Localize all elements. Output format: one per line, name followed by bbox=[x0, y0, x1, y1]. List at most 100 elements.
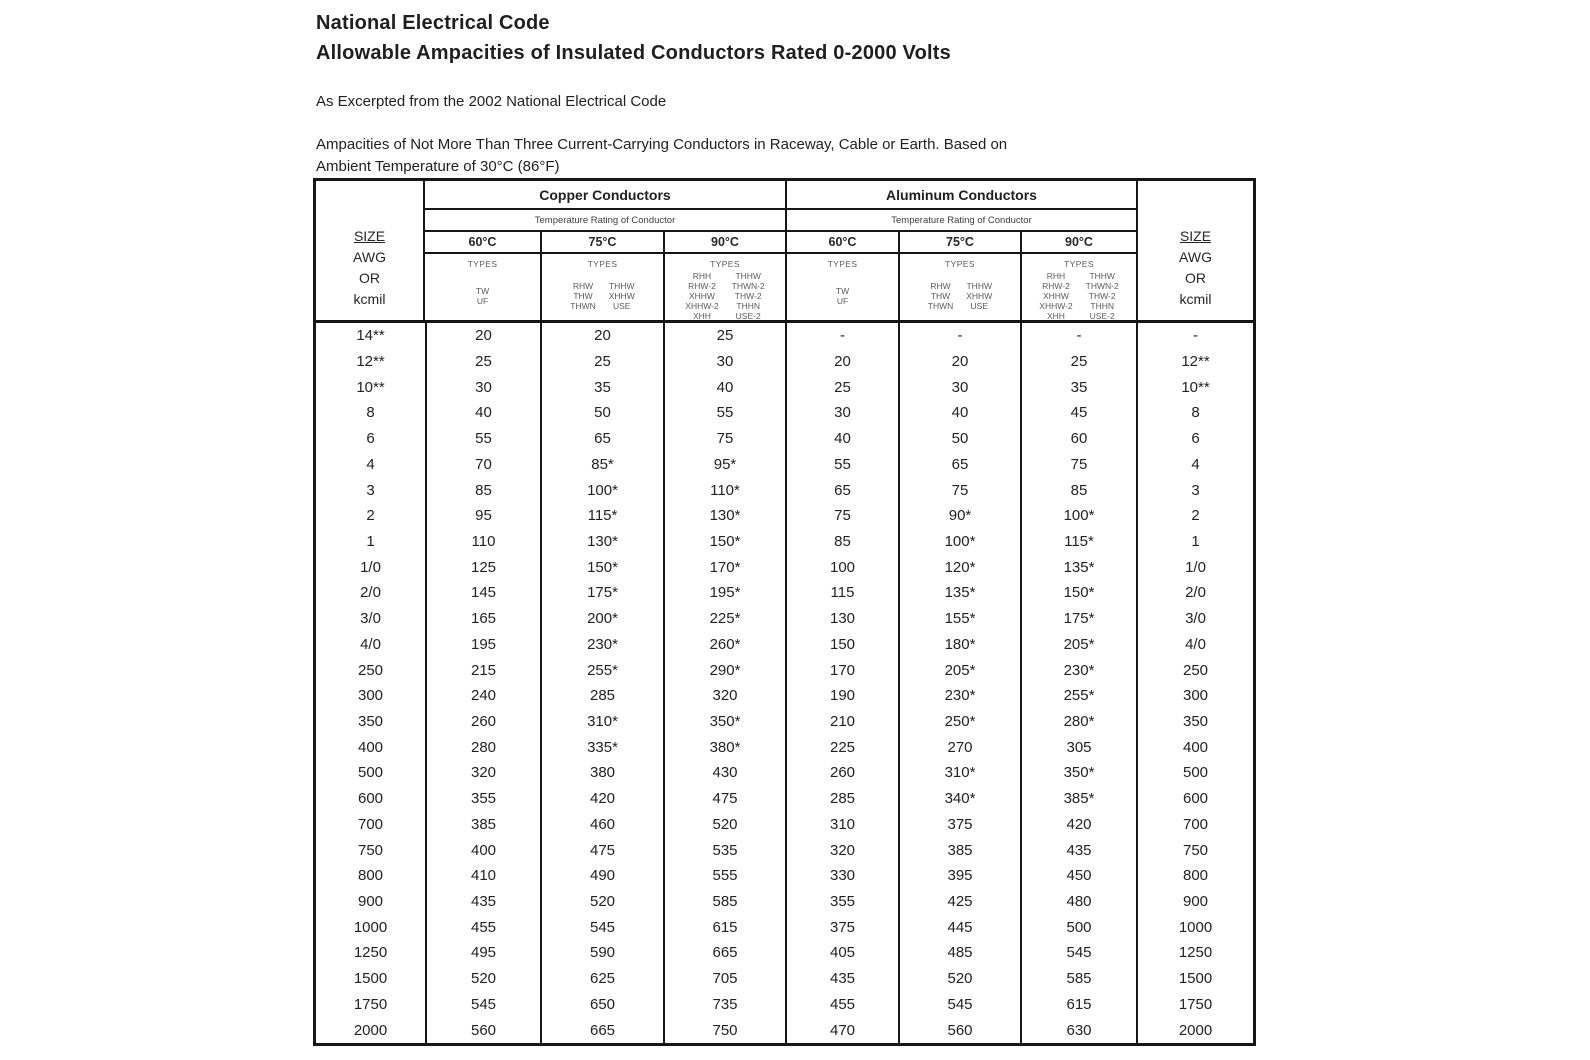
ampacity-cell: 135* bbox=[898, 580, 1020, 606]
conductor-type: THW-2 bbox=[1088, 291, 1116, 301]
ampacity-cell: 90* bbox=[898, 502, 1020, 529]
ampacity-cell: 630 bbox=[1020, 1017, 1136, 1043]
ampacity-cell: 355 bbox=[785, 888, 898, 915]
ampacity-cell: 150* bbox=[540, 554, 663, 581]
ampacity-cell: - bbox=[1020, 323, 1136, 349]
ampacity-cell: 400 bbox=[425, 837, 540, 863]
ampacity-cell: 75 bbox=[785, 502, 898, 529]
ampacity-cell: 665 bbox=[663, 940, 785, 966]
size-header-left: SIZE AWG OR kcmil bbox=[316, 181, 425, 323]
ampacity-cell: 385 bbox=[425, 811, 540, 838]
copper-75c-header: 75°C bbox=[540, 232, 663, 254]
conductor-type: XHH bbox=[692, 311, 711, 321]
ampacity-cell: 380* bbox=[663, 734, 785, 761]
size-cell: 600 bbox=[357, 790, 384, 808]
ampacity-cell: 520 bbox=[540, 888, 663, 915]
size-cell: 1 bbox=[366, 533, 375, 551]
size-cell: 700 bbox=[357, 815, 384, 833]
ampacity-cell: 55 bbox=[785, 451, 898, 478]
ampacity-cell: 155* bbox=[898, 605, 1020, 632]
ampacity-cell: 175* bbox=[1020, 605, 1136, 632]
ampacity-cell: 285 bbox=[540, 682, 663, 709]
ampacity-cell: 215 bbox=[425, 657, 540, 683]
conductor-type: XHHW-2 bbox=[1039, 301, 1073, 311]
ampacity-cell: 590 bbox=[540, 940, 663, 966]
ampacity-cell: 495 bbox=[425, 940, 540, 966]
ampacity-cell: 475 bbox=[663, 785, 785, 812]
types-label: TYPES bbox=[467, 259, 498, 269]
ampacity-cell: 255* bbox=[540, 657, 663, 683]
ampacity-cell: 320 bbox=[663, 682, 785, 709]
conductor-type: THWN bbox=[927, 300, 954, 311]
aluminum-75c-types: TYPES RHW THW THWN THHW XHHW USE bbox=[898, 254, 1020, 323]
ampacity-cell: 750 bbox=[663, 1017, 785, 1043]
ampacity-cell: 115* bbox=[540, 502, 663, 529]
ampacity-cell: 40 bbox=[663, 374, 785, 401]
aluminum-temp-rating-label: Temperature Rating of Conductor bbox=[785, 210, 1136, 232]
ampacity-cell: 20 bbox=[540, 323, 663, 349]
ampacity-cell: 545 bbox=[898, 991, 1020, 1018]
ampacity-cell: 65 bbox=[898, 451, 1020, 478]
ampacity-cell: 225* bbox=[663, 605, 785, 632]
ampacity-cell: 205* bbox=[1020, 631, 1136, 658]
ampacity-cell: 50 bbox=[540, 400, 663, 426]
ampacity-cell: 150 bbox=[785, 631, 898, 658]
conductor-types-list: RHW THW THWN bbox=[570, 281, 596, 311]
size-cell: 400 bbox=[1136, 734, 1253, 761]
ampacity-cell: 650 bbox=[540, 991, 663, 1018]
ampacity-cell: 120* bbox=[898, 554, 1020, 581]
ampacity-cell: 455 bbox=[425, 914, 540, 941]
ampacity-cell: 205* bbox=[898, 657, 1020, 683]
copper-60c-header: 60°C bbox=[425, 232, 540, 254]
size-cell: 750 bbox=[1136, 837, 1253, 863]
aluminum-60c-header: 60°C bbox=[785, 232, 898, 254]
ampacity-cell: 520 bbox=[425, 965, 540, 992]
ampacity-cell: 165 bbox=[425, 605, 540, 632]
conductor-type: THWN-2 bbox=[731, 281, 765, 291]
ampacity-cell: 280 bbox=[425, 734, 540, 761]
size-cell: 400 bbox=[357, 738, 384, 756]
ampacity-cell: 135* bbox=[1020, 554, 1136, 581]
ampacity-cell: 375 bbox=[785, 914, 898, 941]
size-cell: 4/0 bbox=[1136, 631, 1253, 658]
ampacity-cell: 20 bbox=[425, 323, 540, 349]
description-line-1: Ampacities of Not More Than Three Curren… bbox=[316, 136, 1008, 153]
ampacity-cell: 560 bbox=[898, 1017, 1020, 1043]
ampacity-cell: 480 bbox=[1020, 888, 1136, 915]
ampacity-cell: 420 bbox=[540, 785, 663, 812]
size-header-label: SIZE bbox=[353, 228, 386, 244]
ampacity-cell: 195 bbox=[425, 631, 540, 658]
ampacity-cell: 350* bbox=[1020, 760, 1136, 786]
ampacity-cell: 230* bbox=[898, 682, 1020, 709]
ampacity-cell: 435 bbox=[785, 965, 898, 992]
document-title: National Electrical Code bbox=[316, 12, 550, 34]
aluminum-75c-header: 75°C bbox=[898, 232, 1020, 254]
size-cell: 1500 bbox=[353, 970, 388, 988]
conductor-type: USE-2 bbox=[735, 311, 761, 321]
aluminum-90c-types: TYPES RHH RHW-2 XHHW XHHW-2 XHH THHW THWN-2 THW… bbox=[1020, 254, 1136, 323]
types-label: TYPES bbox=[710, 259, 740, 269]
ampacity-cell: 100* bbox=[1020, 502, 1136, 529]
ampacity-cell: 30 bbox=[425, 374, 540, 401]
description-line-2: Ambient Temperature of 30°C (86°F) bbox=[316, 158, 560, 175]
ampacity-cell: 520 bbox=[663, 811, 785, 838]
conductor-types-list: RHW THW THWN bbox=[928, 281, 954, 311]
types-label: TYPES bbox=[945, 259, 975, 269]
ampacity-cell: 615 bbox=[1020, 991, 1136, 1018]
size-cell: 800 bbox=[357, 867, 384, 885]
conductor-type: XHHW bbox=[966, 290, 993, 301]
size-cell: 350 bbox=[1136, 708, 1253, 735]
copper-conductors-header: Copper Conductors bbox=[425, 181, 785, 210]
ampacity-cell: 85 bbox=[785, 528, 898, 555]
conductor-type: THHN bbox=[736, 301, 760, 311]
ampacity-cell: 405 bbox=[785, 940, 898, 966]
ampacity-cell: 30 bbox=[898, 374, 1020, 401]
conductor-type: THHW bbox=[735, 271, 761, 281]
ampacity-cell: 25 bbox=[425, 348, 540, 375]
ampacity-cell: 85* bbox=[540, 451, 663, 478]
types-label: TYPES bbox=[1064, 259, 1094, 269]
size-cell: 2000 bbox=[353, 1021, 388, 1039]
ampacity-table: SIZE AWG OR kcmil Copper Conductors Alum… bbox=[313, 178, 1256, 1046]
conductor-types-list: THHW XHHW USE bbox=[966, 281, 992, 311]
conductor-types-list: RHH RHW-2 XHHW XHHW-2 XHH bbox=[1039, 271, 1072, 321]
